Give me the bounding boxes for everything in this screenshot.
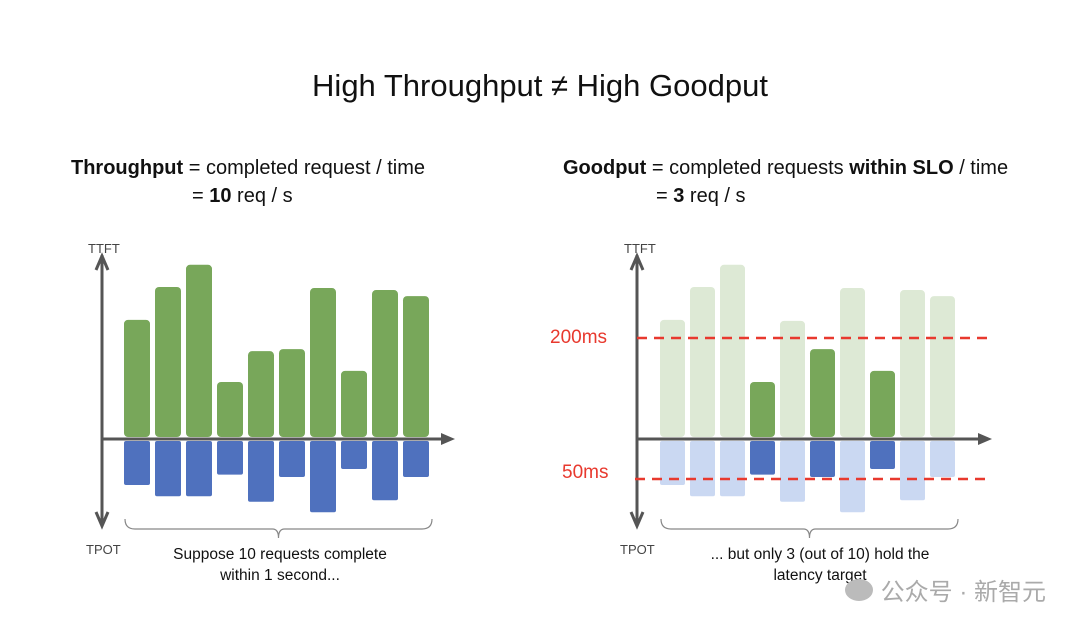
ttft-axis-label: TTFT <box>624 241 656 256</box>
caption-line: ... but only 3 (out of 10) hold the <box>710 546 930 563</box>
right-arrow-icon <box>441 433 455 445</box>
ttft-bar <box>403 296 429 437</box>
ttft-bar <box>780 320 805 437</box>
left-caption: Suppose 10 requests complete within 1 sec… <box>130 544 430 586</box>
tpot-bar <box>870 441 895 469</box>
down-arrow-icon <box>629 511 645 530</box>
tpot-bar <box>780 441 805 502</box>
watermark: 公众号 · 新智元 <box>844 572 1046 607</box>
ttft-bar <box>930 296 955 437</box>
ttft-bar <box>372 290 398 437</box>
up-arrow-icon <box>629 252 645 271</box>
unit: req / s <box>684 185 746 207</box>
tpot-bar <box>840 441 865 513</box>
right-caption: ... but only 3 (out of 10) hold the laten… <box>670 544 970 586</box>
ttft-slo-label: 200ms <box>550 327 608 348</box>
ttft-bar <box>279 349 305 437</box>
tpot-bar <box>720 441 745 497</box>
ttft-bar <box>310 288 336 437</box>
unit: req / s <box>231 185 293 207</box>
tpot-bar <box>750 441 775 475</box>
ttft-bar <box>341 370 367 437</box>
tpot-bar <box>900 441 925 501</box>
ttft-axis-label: TTFT <box>88 241 120 256</box>
tpot-bar <box>217 441 243 475</box>
ttft-bar <box>217 381 243 437</box>
slo-term: within SLO <box>849 157 954 179</box>
tpot-slo-label: 50ms <box>562 462 609 483</box>
tpot-bar <box>372 441 398 501</box>
throughput-value: 10 <box>209 185 232 207</box>
caption-line: Suppose 10 requests complete <box>173 546 387 563</box>
ttft-bar <box>660 319 685 437</box>
tpot-bar <box>930 441 955 477</box>
tpot-axis-label: TPOT <box>86 542 121 557</box>
caption-line: latency target <box>773 567 867 584</box>
tpot-bar <box>155 441 181 497</box>
formula-text: / time <box>953 157 1009 179</box>
down-arrow-icon <box>94 511 110 530</box>
tpot-bar <box>341 441 367 469</box>
tpot-bar <box>310 441 336 513</box>
caption-line: within 1 second... <box>220 567 340 584</box>
ttft-bar <box>870 370 895 437</box>
goodput-result: = 3 req / s <box>656 185 746 208</box>
up-arrow-icon <box>94 252 110 271</box>
ttft-bar <box>720 264 745 437</box>
goodput-formula: Goodput = completed requests within SLO … <box>563 157 1008 180</box>
right-arrow-icon <box>978 433 992 445</box>
slide-title: High Throughput ≠ High Goodput <box>312 68 768 103</box>
tpot-bar <box>186 441 212 497</box>
ttft-bar <box>810 349 835 437</box>
goodput-value: 3 <box>673 185 685 207</box>
tpot-bar <box>124 441 150 485</box>
tpot-bar <box>660 441 685 485</box>
brace <box>124 518 433 539</box>
ttft-bar <box>124 319 150 437</box>
tpot-bar <box>248 441 274 502</box>
throughput-term: Throughput <box>71 157 184 179</box>
ttft-bar <box>690 287 715 437</box>
ttft-bar <box>155 287 181 437</box>
tpot-axis-label: TPOT <box>620 542 655 557</box>
tpot-bar <box>279 441 305 477</box>
tpot-bar <box>690 441 715 497</box>
throughput-formula: Throughput = completed request / time <box>71 157 425 180</box>
ttft-bar <box>750 381 775 437</box>
goodput-term: Goodput <box>563 157 647 179</box>
ttft-bar <box>248 351 274 437</box>
brace <box>660 518 959 539</box>
throughput-result: = 10 req / s <box>192 185 293 208</box>
tpot-bar <box>810 441 835 477</box>
watermark-text: 公众号 · 新智元 <box>880 579 1046 606</box>
eq: = <box>192 185 210 207</box>
formula-text: = completed request / time <box>183 157 425 179</box>
eq: = <box>656 185 674 207</box>
formula-text: = completed requests <box>646 157 850 179</box>
ttft-bar <box>186 264 212 437</box>
ttft-bar <box>900 290 925 437</box>
tpot-bar <box>403 441 429 477</box>
wechat-icon <box>844 578 873 601</box>
ttft-bar <box>840 288 865 437</box>
